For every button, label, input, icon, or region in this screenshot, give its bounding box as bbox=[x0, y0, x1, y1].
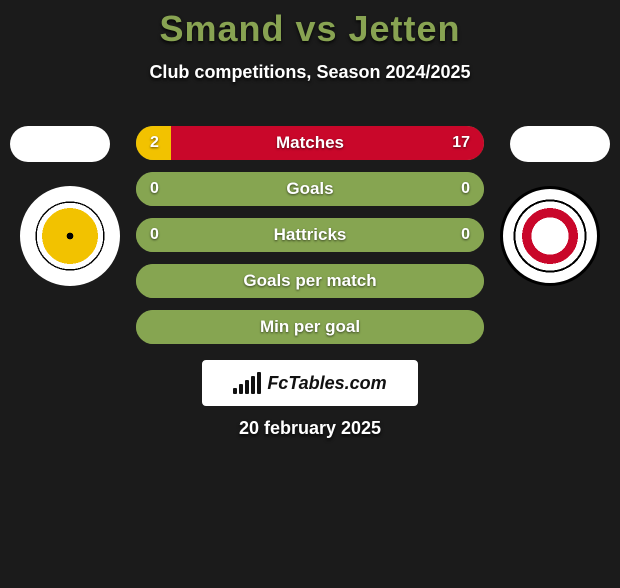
stat-row-goals: Goals00 bbox=[136, 172, 484, 206]
logo-text: FcTables.com bbox=[267, 373, 386, 394]
club-crest-right bbox=[500, 186, 600, 286]
stat-row-min-per-goal: Min per goal bbox=[136, 310, 484, 344]
player-badge-left bbox=[10, 126, 110, 162]
page-title: Smand vs Jetten bbox=[0, 8, 620, 50]
comparison-bars: Matches217 Goals00 Hattricks00 Goals per ma… bbox=[136, 126, 484, 356]
stat-row-goals-per-match: Goals per match bbox=[136, 264, 484, 298]
subtitle: Club competitions, Season 2024/2025 bbox=[0, 62, 620, 83]
fctables-logo: FcTables.com bbox=[202, 360, 418, 406]
stat-row-matches: Matches217 bbox=[136, 126, 484, 160]
stat-row-hattricks: Hattricks00 bbox=[136, 218, 484, 252]
club-crest-left bbox=[20, 186, 120, 286]
logo-bars-icon bbox=[233, 372, 261, 394]
player-badge-right bbox=[510, 126, 610, 162]
date-label: 20 february 2025 bbox=[0, 418, 620, 439]
